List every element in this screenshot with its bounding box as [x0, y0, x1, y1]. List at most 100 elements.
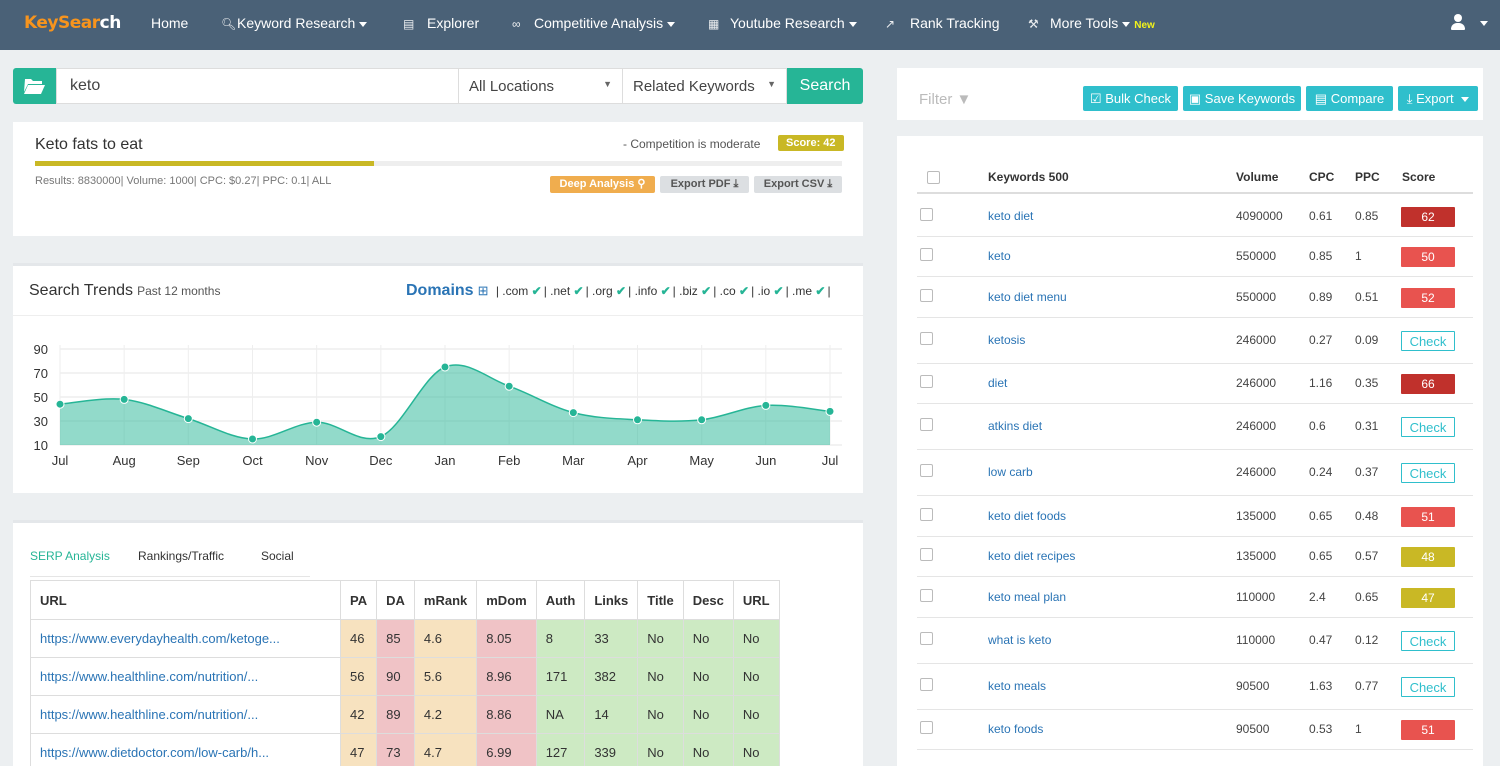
volume-value: 246000 — [1236, 376, 1277, 390]
user-icon[interactable] — [1451, 14, 1465, 30]
serp-url-cell[interactable]: https://www.dietdoctor.com/low-carb/h... — [30, 733, 341, 766]
search-input[interactable] — [56, 68, 459, 104]
keyword-row: keto foods 90500 0.53 1 51 — [917, 710, 1473, 750]
serp-col-da[interactable]: DA — [376, 580, 415, 620]
keyword-link[interactable]: ketosis — [988, 333, 1026, 347]
nav-keyword-research[interactable]: 🔍︎Keyword Research — [221, 15, 368, 31]
check-score-button[interactable]: Check — [1401, 331, 1455, 351]
nav-home[interactable]: Home — [151, 15, 189, 31]
search-button[interactable]: Search — [787, 68, 863, 104]
mode-select[interactable]: Related Keywords ▼ — [623, 68, 787, 104]
serp-col-desc[interactable]: Desc — [682, 580, 734, 620]
volume-value: 110000 — [1236, 633, 1276, 647]
col-volume[interactable]: Volume — [1236, 170, 1279, 184]
tld-co: .co — [716, 284, 739, 298]
keyword-link[interactable]: diet — [988, 376, 1008, 390]
export-pdf-button[interactable]: Export PDF ⤓ — [660, 176, 749, 193]
serp-col-url[interactable]: URL — [30, 580, 341, 620]
location-select[interactable]: All Locations ▼ — [459, 68, 623, 104]
serp-col-auth[interactable]: Auth — [535, 580, 586, 620]
col-score[interactable]: Score — [1402, 170, 1436, 184]
chevron-down-icon[interactable] — [1480, 21, 1488, 26]
keyword-link[interactable]: keto meals — [988, 679, 1047, 693]
serp-url-link[interactable]: https://www.healthline.com/nutrition/... — [40, 707, 259, 722]
row-checkbox[interactable] — [920, 632, 933, 645]
serp-url-cell[interactable]: https://www.everydayhealth.com/ketoge... — [30, 619, 341, 658]
col-cpc[interactable]: CPC — [1309, 170, 1335, 184]
serp-url-link[interactable]: https://www.healthline.com/nutrition/... — [40, 669, 259, 684]
tab-rankings-traffic[interactable]: Rankings/Traffic — [138, 549, 225, 563]
nav-more-tools[interactable]: ⚒ More Tools New — [1028, 15, 1155, 31]
serp-url-link[interactable]: https://www.everydayhealth.com/ketoge... — [40, 631, 280, 646]
row-checkbox[interactable] — [920, 464, 933, 477]
serp-cell: 4.7 — [413, 733, 478, 766]
check-score-button[interactable]: Check — [1401, 631, 1455, 651]
serp-url-cell[interactable]: https://www.healthline.com/nutrition/... — [30, 657, 341, 696]
keyword-link[interactable]: atkins diet — [988, 419, 1043, 433]
serp-cell: 4.2 — [413, 695, 478, 734]
keyword-link[interactable]: keto diet menu — [988, 289, 1067, 304]
serp-col-url[interactable]: URL — [732, 580, 780, 620]
link-icon: ∞ — [512, 17, 521, 31]
row-checkbox[interactable] — [920, 207, 933, 221]
row-checkbox[interactable] — [920, 721, 933, 734]
col-keywords[interactable]: Keywords 500 — [988, 170, 1069, 184]
row-checkbox[interactable] — [920, 507, 933, 521]
check-score-button[interactable]: Check — [1401, 677, 1455, 697]
table-row: https://www.healthline.com/nutrition/...… — [30, 695, 780, 734]
select-all-checkbox[interactable] — [927, 171, 940, 184]
bulk-check-button[interactable]: ☑ Bulk Check — [1083, 86, 1178, 111]
keyword-link[interactable]: keto — [988, 249, 1011, 263]
check-score-button[interactable]: Check — [1401, 463, 1455, 483]
serp-url-link[interactable]: https://www.dietdoctor.com/low-carb/h... — [40, 745, 270, 760]
volume-value: 4090000 — [1236, 208, 1283, 223]
nav-rank-tracking[interactable]: ↗ Rank Tracking — [885, 15, 1000, 31]
keyword-link[interactable]: keto meal plan — [988, 589, 1067, 604]
keyword-toolbar: Filter ▼ ☑ Bulk Check ▣ Save Keywords ▤ … — [897, 68, 1483, 120]
ppc-value: 0.12 — [1355, 633, 1379, 647]
row-checkbox[interactable] — [920, 288, 933, 302]
serp-col-links[interactable]: Links — [584, 580, 639, 620]
export-csv-button[interactable]: Export CSV ⤓ — [754, 176, 842, 193]
tab-social[interactable]: Social — [261, 549, 294, 563]
y-tick-label: 10 — [34, 438, 48, 453]
save-keywords-button[interactable]: ▣ Save Keywords — [1183, 86, 1301, 111]
row-checkbox[interactable] — [920, 375, 933, 388]
cpc-value: 0.61 — [1309, 208, 1333, 223]
serp-col-title[interactable]: Title — [637, 580, 684, 620]
nav-explorer[interactable]: ▤ Explorer — [403, 15, 480, 31]
serp-url-cell[interactable]: https://www.healthline.com/nutrition/... — [30, 695, 341, 734]
row-checkbox[interactable] — [920, 548, 933, 561]
download-icon: ⤓ — [1406, 91, 1413, 106]
keyword-link[interactable]: keto diet recipes — [988, 549, 1076, 563]
domains-label[interactable]: Domains — [406, 282, 474, 299]
row-checkbox[interactable] — [920, 418, 933, 431]
deep-analysis-button[interactable]: Deep Analysis ⚲ — [550, 176, 655, 193]
col-ppc[interactable]: PPC — [1355, 170, 1380, 184]
row-checkbox[interactable] — [920, 332, 933, 345]
keysearch-logo[interactable]: KeySearch — [24, 13, 121, 33]
nav-youtube-research[interactable]: ▦ Youtube Research — [708, 15, 857, 31]
tab-serp-analysis[interactable]: SERP Analysis — [30, 549, 110, 563]
keyword-link[interactable]: keto diet — [988, 208, 1034, 223]
check-score-button[interactable]: Check — [1401, 417, 1455, 437]
plus-square-icon[interactable]: ⊞ — [477, 283, 489, 298]
keyword-link[interactable]: what is keto — [988, 633, 1052, 647]
keyword-link[interactable]: low carb — [988, 465, 1033, 479]
serp-col-mdom[interactable]: mDom — [476, 580, 537, 620]
tld-io: .io — [754, 284, 774, 298]
keyword-link[interactable]: keto foods — [988, 722, 1044, 736]
serp-col-mrank[interactable]: mRank — [413, 580, 478, 620]
x-tick-label: May — [689, 453, 714, 468]
score-badge: Score: 42 — [778, 135, 844, 151]
row-checkbox[interactable] — [920, 588, 933, 602]
export-button[interactable]: ⤓ Export — [1398, 86, 1478, 111]
keyword-link[interactable]: keto diet foods — [988, 508, 1067, 523]
row-checkbox[interactable] — [920, 678, 933, 691]
nav-competitive-analysis[interactable]: ∞ Competitive Analysis — [512, 15, 676, 31]
folder-button[interactable] — [13, 68, 56, 104]
filter-toggle[interactable]: Filter ▼ — [919, 91, 972, 108]
serp-col-pa[interactable]: PA — [339, 580, 378, 620]
compare-button[interactable]: ▤ Compare — [1306, 86, 1393, 111]
row-checkbox[interactable] — [920, 248, 933, 261]
